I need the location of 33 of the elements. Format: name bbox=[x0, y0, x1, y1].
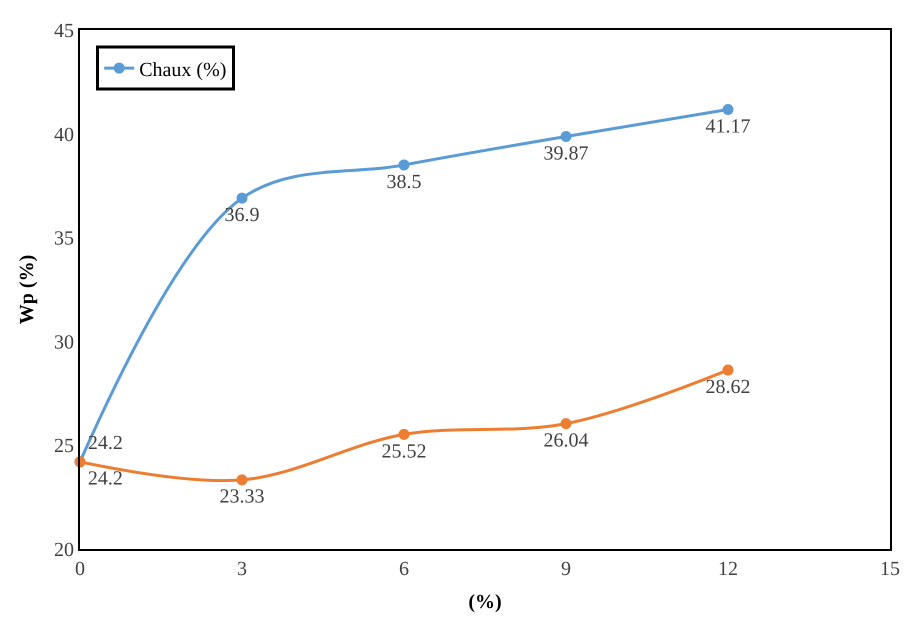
point bbox=[236, 192, 248, 204]
data-label: 38.5 bbox=[386, 170, 422, 193]
y-tick-label: 45 bbox=[54, 20, 74, 42]
data-label: 25.52 bbox=[382, 440, 426, 462]
y-axis-title: Wp (%) bbox=[16, 254, 38, 324]
legend-label: Chaux (%) bbox=[139, 58, 226, 81]
point bbox=[560, 418, 572, 430]
point bbox=[236, 474, 248, 486]
data-label: 26.04 bbox=[544, 429, 588, 452]
x-tick-label: 15 bbox=[880, 558, 900, 580]
y-tick-label: 40 bbox=[54, 124, 74, 146]
data-label: 24.2 bbox=[88, 468, 123, 490]
point bbox=[722, 104, 734, 116]
y-tick-label: 25 bbox=[54, 435, 74, 458]
data-label: 28.62 bbox=[706, 376, 750, 398]
x-tick-label: 6 bbox=[399, 558, 409, 580]
x-tick-label: 0 bbox=[75, 558, 85, 580]
x-axis-title: (%) bbox=[468, 591, 502, 613]
data-label: 23.33 bbox=[220, 486, 264, 508]
x-tick-label: 12 bbox=[718, 558, 738, 580]
y-tick-label: 20 bbox=[54, 539, 74, 561]
data-label: 41.17 bbox=[706, 115, 750, 138]
data-label: 36.9 bbox=[224, 204, 260, 226]
data-label: 39.87 bbox=[544, 142, 588, 164]
point bbox=[398, 159, 410, 170]
point bbox=[560, 131, 572, 142]
y-tick-label: 30 bbox=[54, 331, 74, 354]
point bbox=[722, 364, 734, 376]
x-tick-label: 3 bbox=[237, 558, 247, 580]
point bbox=[398, 428, 410, 440]
y-tick-label: 35 bbox=[54, 228, 74, 250]
data-label: 24.2 bbox=[88, 432, 123, 454]
x-tick-label: 9 bbox=[561, 558, 571, 580]
